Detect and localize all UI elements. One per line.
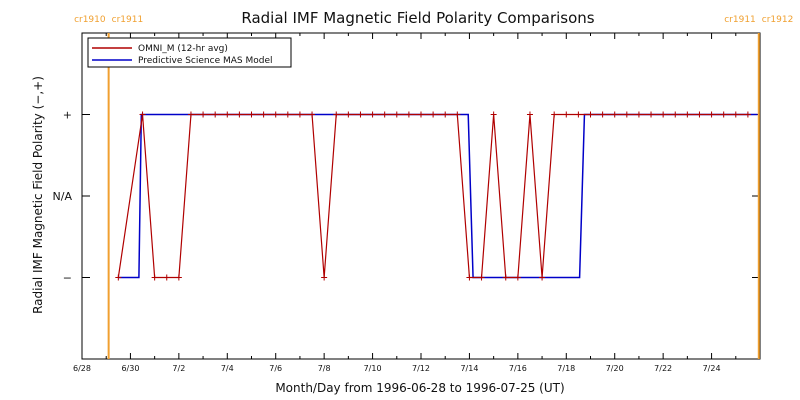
series-omni-point	[648, 111, 655, 118]
x-tick-label: 7/8	[318, 364, 331, 373]
series-omni-point	[321, 274, 328, 281]
legend-label-mas: Predictive Science MAS Model	[138, 56, 273, 66]
series-omni-point	[744, 111, 751, 118]
series-omni-point	[514, 274, 521, 281]
series-omni-point	[539, 274, 546, 281]
series-mas-line	[118, 113, 758, 279]
series-omni-point	[563, 111, 570, 118]
series-omni-point	[296, 111, 303, 118]
carrington-label-left: cr1911	[724, 15, 756, 25]
x-tick-label: 7/2	[172, 364, 185, 373]
series-omni-point	[272, 111, 279, 118]
series-omni-line	[117, 113, 748, 279]
series-omni-point	[357, 111, 364, 118]
series-omni-point	[587, 111, 594, 118]
series-omni-point	[309, 111, 316, 118]
series-omni-point	[454, 111, 461, 118]
series-omni-point	[333, 111, 340, 118]
series-omni-point	[236, 111, 243, 118]
series-omni-point	[684, 111, 691, 118]
x-tick-label: 7/12	[412, 364, 430, 373]
series-omni-point	[139, 111, 146, 118]
series-omni-point	[393, 111, 400, 118]
series-omni-point	[611, 111, 618, 118]
series-omni-point	[405, 111, 412, 118]
y-tick-label: N/A	[53, 190, 73, 203]
x-tick-label: 7/10	[364, 364, 382, 373]
x-tick-label: 7/4	[221, 364, 234, 373]
x-tick-label: 7/22	[654, 364, 672, 373]
series-omni-point	[212, 111, 219, 118]
series-omni-point	[672, 111, 679, 118]
series-omni-point	[418, 111, 424, 118]
series-omni-point	[151, 274, 158, 281]
x-tick-label: 7/6	[269, 364, 282, 373]
series-omni-point	[200, 111, 207, 118]
series-omni-point	[224, 111, 231, 118]
legend-box	[87, 37, 292, 68]
x-tick-label: 7/18	[557, 364, 575, 373]
series-omni-point	[163, 274, 170, 281]
series-omni-point	[260, 111, 267, 118]
legend-label-omni: OMNI_M (12-hr avg)	[138, 44, 228, 54]
carrington-label-right: cr1911	[112, 15, 144, 25]
x-tick-label: 7/16	[509, 364, 527, 373]
chart-title: Radial IMF Magnetic Field Polarity Compa…	[241, 9, 594, 27]
carrington-label-right: cr1912	[762, 15, 794, 25]
series-omni-point	[175, 274, 182, 281]
series-omni-point	[635, 111, 642, 118]
series-omni-point	[369, 111, 376, 118]
series-omni-point	[381, 111, 388, 118]
series-omni-point	[466, 274, 473, 281]
series-omni-point	[490, 111, 497, 118]
series-omni-point	[345, 111, 352, 118]
series-omni-point	[248, 111, 255, 118]
series-omni-point	[732, 111, 739, 118]
x-tick-label: 7/24	[703, 364, 721, 373]
series-omni-point	[551, 111, 558, 118]
series-omni-point	[623, 111, 630, 118]
y-axis-label: Radial IMF Magnetic Field Polarity (−,+)	[31, 76, 45, 314]
series-layer	[115, 111, 758, 281]
series-omni-point	[187, 111, 194, 118]
series-omni-point	[575, 111, 582, 118]
carrington-markers: cr1910 cr1911 cr1911 cr1912	[74, 15, 793, 359]
y-tick-label: −	[63, 272, 72, 285]
x-axis-label: Month/Day from 1996-06-28 to 1996-07-25 …	[275, 381, 564, 395]
x-axis: 6/28 6/30 7/2 7/4 7/6 7/8 7/10 7/12 7/14 7/16 7/18…	[73, 33, 761, 373]
x-tick-label: 7/20	[606, 364, 624, 373]
series-omni-point	[115, 274, 122, 281]
series-omni-point	[599, 111, 606, 118]
x-tick-label: 6/28	[73, 364, 91, 373]
series-omni-point	[430, 111, 437, 118]
series-omni-point	[720, 111, 727, 118]
x-tick-label: 6/30	[121, 364, 139, 373]
series-omni-point	[696, 111, 703, 118]
y-tick-label: +	[63, 109, 72, 122]
series-omni-point	[478, 274, 485, 281]
series-omni-point	[526, 111, 533, 118]
series-omni-point	[708, 111, 715, 118]
carrington-label-left: cr1910	[74, 15, 106, 25]
series-omni-point	[660, 111, 667, 118]
legend: OMNI_M (12-hr avg) Predictive Science MA…	[87, 37, 292, 68]
x-tick-label: 7/14	[460, 364, 478, 373]
series-omni-point	[442, 111, 449, 118]
series-omni-point	[284, 111, 291, 118]
series-omni-point	[502, 274, 509, 281]
